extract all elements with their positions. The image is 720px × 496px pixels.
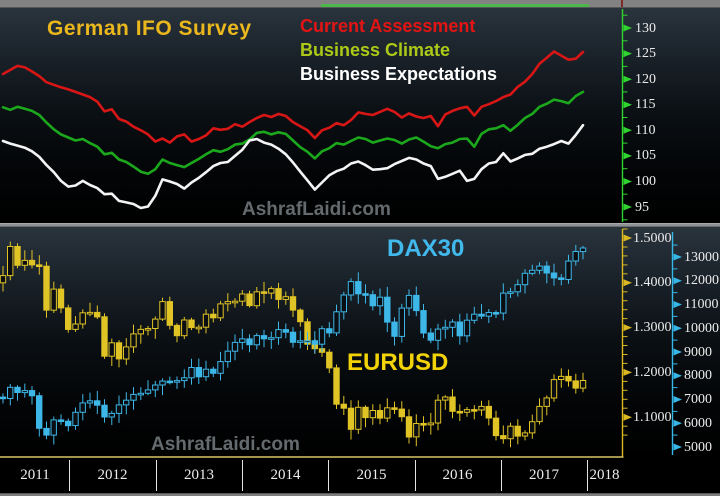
year-label: 2014 [270,467,301,483]
y-tick-label: 115 [635,97,656,113]
panel-splitter[interactable] [0,223,720,227]
y-tick-label: 9000 [684,344,712,360]
legend-business-climate: Business Climate [300,40,451,60]
y-tick-label: 120 [635,71,656,87]
year-label: 2011 [20,467,50,483]
year-label: 2016 [442,467,473,483]
y-tick-label: 1.5000 [633,230,672,246]
year-separator [69,460,70,491]
y-tick-label: 5000 [684,439,712,455]
year-label: 2015 [356,467,387,483]
y-tick-label: 12000 [684,273,719,289]
y-tick-label: 130 [635,20,656,36]
y-tick-label: 11000 [684,297,719,312]
y-tick-label: 110 [635,122,656,138]
dax30-label: DAX30 [387,235,465,262]
chart-title: German IFO Survey [47,17,252,40]
year-label: 2018 [589,467,620,483]
y-tick-label: 95 [635,199,649,215]
business-climate-line [1,90,585,176]
price-chart[interactable] [0,227,720,458]
watermark-bottom: AshrafLaidi.com [151,434,300,455]
y-tick-label: 1.3000 [633,320,672,336]
ifo-chart[interactable] [0,8,720,223]
scrollbar-marker [621,0,623,7]
y-tick-label: 105 [635,148,656,164]
y-tick-label: 100 [635,173,656,189]
year-separator [156,460,157,491]
y-tick-label: 13000 [684,249,719,265]
horizontal-scrollbar[interactable] [0,0,720,8]
year-separator [587,460,588,491]
y-tick-label: 1.4000 [633,275,672,291]
business-expectations-line [1,123,585,210]
y-tick-label: 10000 [684,320,719,336]
y-tick-label: 1.1000 [633,409,672,425]
legend-business-expectations: Business Expectations [300,64,498,84]
year-label: 2017 [529,467,559,483]
eurusd-label: EURUSD [347,349,449,376]
y-tick-label: 6000 [684,415,712,431]
time-axis[interactable]: 2011 2012 2013 2014 2015 2016 2017 2018 [0,458,720,493]
price-panel[interactable]: DAX30 EURUSD AshrafLaidi.com 1.5000 1.400… [0,227,720,458]
legend-current-assessment: Current Assessment [300,16,476,36]
window-bottom-border [0,493,720,496]
y-tick-label: 125 [635,46,656,62]
y-tick-label: 1.2000 [633,364,672,380]
year-label: 2013 [184,467,214,483]
scrollbar-thumb[interactable] [321,4,589,7]
year-separator [415,460,416,491]
ifo-panel[interactable]: German IFO Survey Current Assessment Bus… [0,8,720,223]
watermark-top: AshrafLaidi.com [242,199,391,220]
year-separator [242,460,243,491]
current-assessment-line [1,50,585,144]
y-tick-label: 8000 [684,368,712,384]
year-separator [328,460,329,491]
year-separator [501,460,502,491]
y-tick-label: 7000 [684,392,712,407]
year-label: 2012 [97,467,128,483]
